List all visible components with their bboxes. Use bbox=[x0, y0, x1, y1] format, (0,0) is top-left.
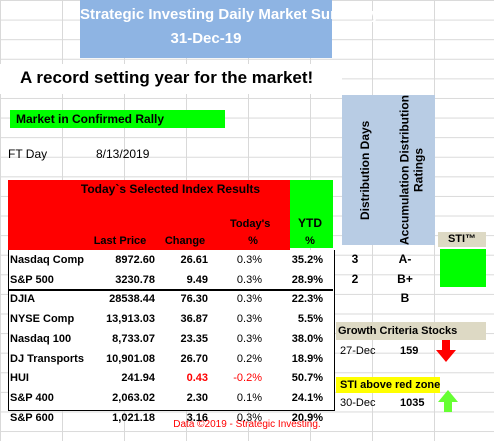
cell: 35.2% bbox=[291, 254, 323, 266]
sti-zone-value: 1035 bbox=[400, 397, 425, 409]
cell: 8,733.07 bbox=[112, 332, 155, 345]
cell: 0.3% bbox=[236, 313, 262, 326]
table-title: Today`s Selected Index Results bbox=[80, 182, 261, 196]
status-bg bbox=[10, 110, 225, 128]
sti-bg bbox=[438, 232, 486, 247]
accumulation-rating: A- bbox=[398, 252, 412, 266]
column-header: Change bbox=[164, 235, 206, 247]
accumulation-bg bbox=[388, 95, 435, 245]
column-header: Last Price bbox=[93, 235, 147, 247]
cell: 22.3% bbox=[291, 293, 323, 306]
cell: 20.9% bbox=[291, 411, 323, 424]
index-name: S&P 500 bbox=[10, 273, 54, 286]
cell: 26.70 bbox=[180, 352, 208, 365]
cell: 0.2% bbox=[236, 352, 262, 365]
title: Strategic Investing Daily Market Summary bbox=[80, 6, 380, 23]
cell: 2.30 bbox=[186, 391, 208, 404]
down-arrow bbox=[436, 340, 456, 362]
cell: 18.9% bbox=[291, 352, 323, 365]
growth-value: 159 bbox=[400, 345, 419, 357]
headline-bg bbox=[0, 64, 342, 94]
ft-label: FT Day bbox=[8, 147, 48, 161]
accumulation-label: Accumulation Distribution Ratings bbox=[397, 95, 426, 245]
accumulation-rating: B bbox=[400, 291, 410, 306]
ft-date: 8/13/2019 bbox=[96, 147, 150, 161]
sti-green bbox=[440, 249, 486, 287]
cell: 0.3% bbox=[236, 254, 262, 266]
todays-label: Today's bbox=[230, 218, 271, 230]
cell: 26.61 bbox=[180, 254, 208, 266]
ytd-bg bbox=[290, 180, 333, 248]
cell: 0.1% bbox=[236, 391, 262, 404]
cell: 76.30 bbox=[180, 293, 208, 306]
cell: 3.16 bbox=[186, 411, 208, 424]
table-header-bg bbox=[8, 180, 290, 250]
distribution-label: Distribution Days bbox=[358, 120, 372, 220]
sti-label: STI™ bbox=[447, 233, 477, 245]
index-name: NYSE Comp bbox=[10, 313, 75, 326]
row-separator bbox=[8, 289, 333, 291]
distribution-days: 2 bbox=[351, 271, 359, 286]
cell: 50.7% bbox=[291, 372, 323, 385]
cell: 0.3% bbox=[236, 411, 262, 424]
date: 31-Dec-19 bbox=[170, 30, 242, 47]
growth-label: Growth Criteria Stocks bbox=[338, 325, 458, 337]
table-body-bg bbox=[8, 250, 335, 411]
cell: 0.3% bbox=[236, 273, 262, 286]
cell: 10,901.08 bbox=[106, 352, 155, 365]
cell: -0.2% bbox=[233, 372, 262, 385]
cell: 0.3% bbox=[236, 332, 262, 345]
index-name: Nasdaq 100 bbox=[10, 332, 72, 345]
column-header: % bbox=[248, 235, 258, 247]
ytd-label: YTD bbox=[298, 216, 322, 230]
cell: 3230.78 bbox=[115, 273, 155, 286]
sti-zone-bg bbox=[336, 377, 440, 393]
index-name: S&P 600 bbox=[10, 411, 54, 424]
sti-zone-date: 30-Dec bbox=[340, 397, 376, 409]
cell: 9.49 bbox=[186, 273, 208, 286]
cell: 13,913.03 bbox=[106, 313, 155, 326]
cell: 0.3% bbox=[236, 293, 262, 306]
cell: 36.87 bbox=[180, 313, 208, 326]
sti-zone-label: STI above red zone bbox=[340, 379, 441, 391]
cell: 24.1% bbox=[291, 391, 323, 404]
cell: 38.0% bbox=[291, 332, 323, 345]
header-bg bbox=[80, 0, 332, 58]
cell: 28.9% bbox=[291, 273, 323, 286]
cell: 28538.44 bbox=[109, 293, 155, 306]
distribution-bg bbox=[342, 95, 388, 245]
index-name: DJIA bbox=[10, 293, 36, 306]
cell: 0.43 bbox=[186, 372, 208, 385]
cell: 5.5% bbox=[297, 313, 323, 326]
column-header: % bbox=[305, 235, 315, 247]
index-name: S&P 400 bbox=[10, 391, 54, 404]
growth-date: 27-Dec bbox=[340, 345, 376, 357]
cell: 241.94 bbox=[121, 372, 155, 385]
index-name: HUI bbox=[10, 372, 29, 385]
cell: 2,063.02 bbox=[112, 391, 155, 404]
distribution-days: 3 bbox=[351, 252, 359, 266]
status: Market in Confirmed Rally bbox=[16, 112, 165, 126]
index-name: DJ Transports bbox=[10, 352, 84, 365]
cell: 8972.60 bbox=[115, 254, 155, 266]
cell: 23.35 bbox=[180, 332, 208, 345]
growth-bg bbox=[336, 322, 486, 340]
accumulation-rating: B+ bbox=[397, 271, 413, 286]
headline: A record setting year for the market! bbox=[20, 68, 314, 87]
cell: 1,021.18 bbox=[112, 411, 155, 424]
footer: Data ©2019 - Strategic Investing. bbox=[173, 419, 321, 430]
up-arrow bbox=[438, 390, 458, 412]
index-name: Nasdaq Comp bbox=[10, 254, 84, 266]
